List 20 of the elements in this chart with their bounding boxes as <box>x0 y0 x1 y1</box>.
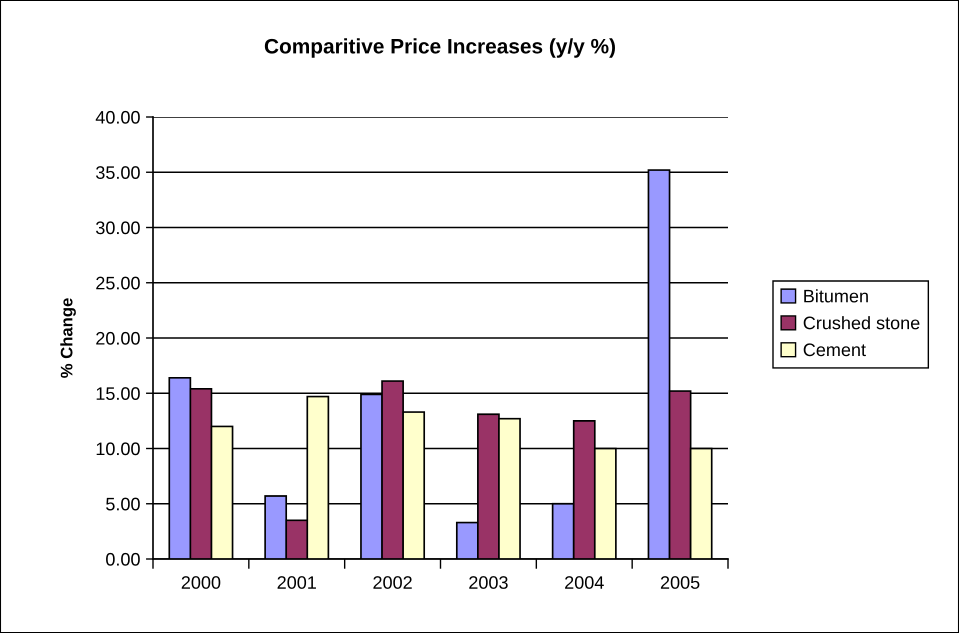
legend-label: Crushed stone <box>804 316 920 330</box>
y-tick-label: 15.00 <box>96 387 140 400</box>
y-tick-label: 10.00 <box>96 442 140 456</box>
chart-title: Comparitive Price Increases (y/y %) <box>264 38 615 58</box>
y-tick-label: 0.00 <box>106 552 140 566</box>
y-tick-label: 20.00 <box>96 332 140 345</box>
y-tick-label: 5.00 <box>106 498 140 510</box>
x-tick-label: 2004 <box>565 576 604 589</box>
legend-label: Bitumen <box>804 289 868 302</box>
y-tick-label: 30.00 <box>96 221 140 234</box>
x-tick-label: 2002 <box>373 576 412 589</box>
x-tick-label: 2003 <box>469 576 508 589</box>
y-tick-label: 40.00 <box>96 110 140 124</box>
y-tick-label: 25.00 <box>96 276 140 290</box>
x-tick-label: 2005 <box>660 576 700 589</box>
x-tick-label: 2000 <box>182 576 220 589</box>
x-tick-label: 2001 <box>278 576 316 589</box>
y-tick-label: 35.00 <box>96 166 140 179</box>
legend-label: Cement <box>804 343 866 356</box>
y-axis-title: % Change <box>60 298 76 378</box>
